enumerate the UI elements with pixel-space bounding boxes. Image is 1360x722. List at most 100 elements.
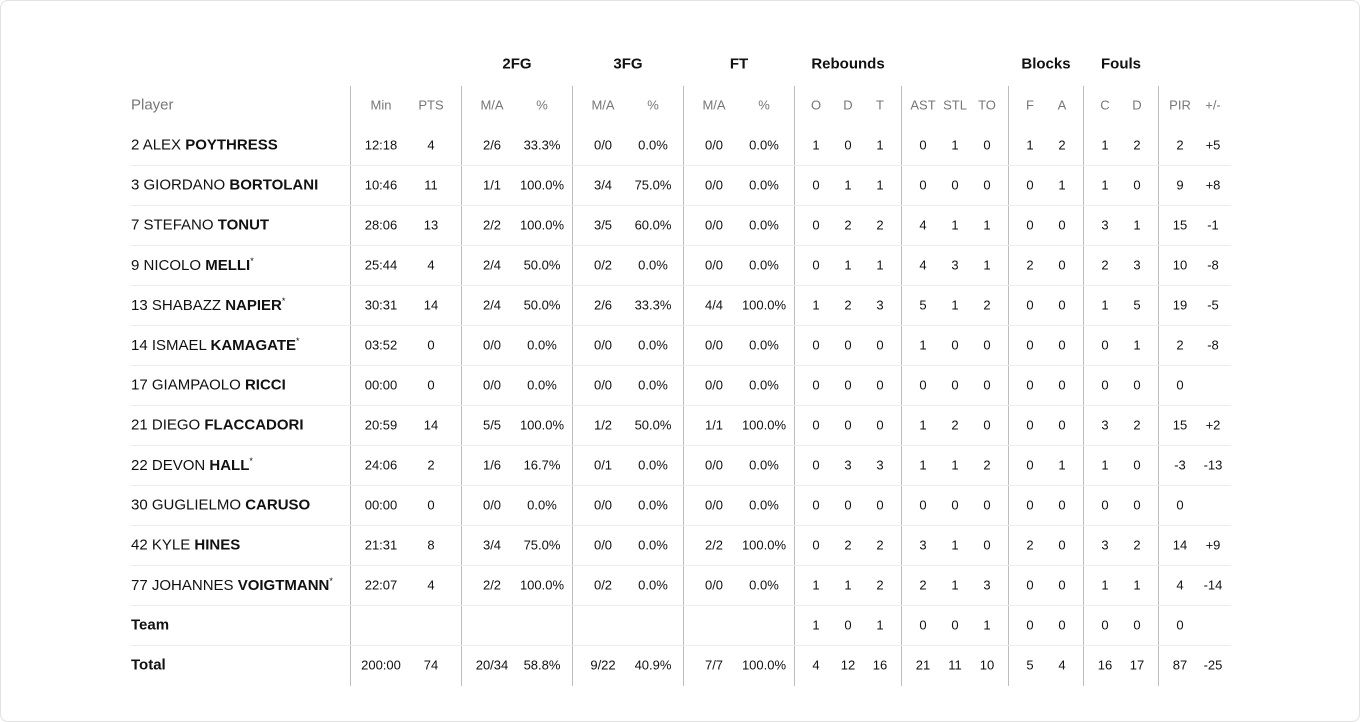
player-number: 14 [131,337,148,354]
stat-cell: 100.0% [741,537,787,553]
player-name: 22 DEVON HALL* [131,456,253,474]
stat-cell: 2 [876,537,884,553]
stat-cell: 2 [844,537,852,553]
stat-cell: 15 [1172,217,1188,233]
stat-cell: +2 [1205,417,1221,433]
stat-cell: 1 [983,217,991,233]
stat-cell: 0 [919,377,927,393]
stat-cell: 0.0% [749,217,779,233]
starter-mark: * [250,256,254,266]
stat-cell: 0.0% [638,537,668,553]
stat-cell: 3 [876,457,884,473]
player-last-name: RICCI [244,376,286,394]
player-first-name: NICOLO [143,257,202,274]
stat-cell: 0 [1026,297,1034,313]
stat-cell: 0/2 [593,577,613,593]
stat-cell: 0 [812,457,820,473]
stat-cell: 1 [951,217,959,233]
stat-cell: 1/6 [482,457,502,473]
column-header: % [647,97,659,113]
stat-cell: 2 [1133,537,1141,553]
stat-cell: 0.0% [749,177,779,193]
stat-cell: 1 [876,177,884,193]
column-header: AST [910,97,936,113]
stat-cell: 1 [951,577,959,593]
stat-cell: 0.0% [749,457,779,473]
stat-cell: 0 [1133,177,1141,193]
player-number: 17 [131,376,148,394]
stat-cell: -5 [1207,297,1219,313]
stat-cell: 11 [424,177,438,193]
stat-cell: 0 [1176,617,1184,633]
column-header: % [758,97,770,113]
stat-cell: 0 [983,177,991,193]
stat-cell: 2 [919,577,927,593]
column-header: C [1100,97,1110,113]
player-last-name: POYTHRESS [185,136,278,154]
stat-cell: 0 [951,377,959,393]
stat-cell: 0 [983,337,991,353]
stat-cell: 1 [876,137,884,153]
stat-cell: 2 [844,297,852,313]
column-header: +/- [1205,97,1221,113]
stat-cell: 0 [844,417,852,433]
column-header: M/A [591,97,615,113]
stat-cell: 2 [427,457,435,473]
stat-cell: 0 [844,137,852,153]
stat-cell: 1 [876,617,884,633]
stat-cell: 12:18 [364,137,398,153]
stat-cell: 16 [872,657,888,673]
stat-cell: 2 [1176,337,1184,353]
stat-cell: 0 [812,497,820,513]
stat-cell: 0 [812,417,820,433]
player-last-name: VOIGTMANN [237,577,330,594]
stat-cell: 4 [919,257,927,273]
stat-cell: 0 [812,377,820,393]
player-first-name: JOHANNES [151,577,234,594]
player-name: 21 DIEGO FLACCADORI [131,417,304,434]
player-number: 3 [131,176,140,194]
player-first-name: GIORDANO [143,176,226,194]
player-last-name: MELLI [205,257,251,274]
stat-cell: 0 [1026,457,1034,473]
player-name: 30 GUGLIELMO CARUSO [131,497,310,514]
stat-cell: 0/0 [482,497,502,513]
stat-cell: 0 [1026,337,1034,353]
stat-cell: 17 [1129,657,1145,673]
stat-cell: 0 [1101,617,1109,633]
stat-cell: 00:00 [364,377,398,393]
column-header: Min [370,97,392,113]
stat-cell: 1 [951,297,959,313]
column-header: D [843,97,853,113]
stat-cell: 0 [1133,457,1141,473]
stat-cell: 100.0% [741,657,787,673]
stat-cell: 2 [1101,257,1109,273]
row-separator [131,525,1231,526]
stat-cell: 0/0 [482,377,502,393]
player-first-name: ISMAEL [151,337,207,354]
stat-cell: 0 [1058,337,1066,353]
stat-cell: 1 [812,617,820,633]
stat-cell: 0 [1133,377,1141,393]
player-last-name: NAPIER [225,297,282,314]
stat-cell: 0.0% [749,137,779,153]
stat-cell: 60.0% [634,217,672,233]
stat-cell: 0/0 [704,497,724,513]
stat-cell: 5/5 [482,417,502,433]
stat-cell: 50.0% [523,257,561,273]
row-separator [131,405,1231,406]
row-separator [131,485,1231,486]
stat-cell: -13 [1203,457,1223,473]
column-separator [1008,86,1009,686]
stat-cell: 0 [1176,377,1184,393]
stat-cell: 2 [844,217,852,233]
stat-cell: 2 [983,457,991,473]
stat-cell: 0.0% [749,377,779,393]
column-separator [794,86,795,686]
starter-mark: * [329,576,333,586]
stat-cell: 0 [812,217,820,233]
stat-cell: 0.0% [749,257,779,273]
stat-cell: 19 [1172,297,1188,313]
stat-cell: 14 [1172,537,1188,553]
stat-cell: 4 [812,657,820,673]
